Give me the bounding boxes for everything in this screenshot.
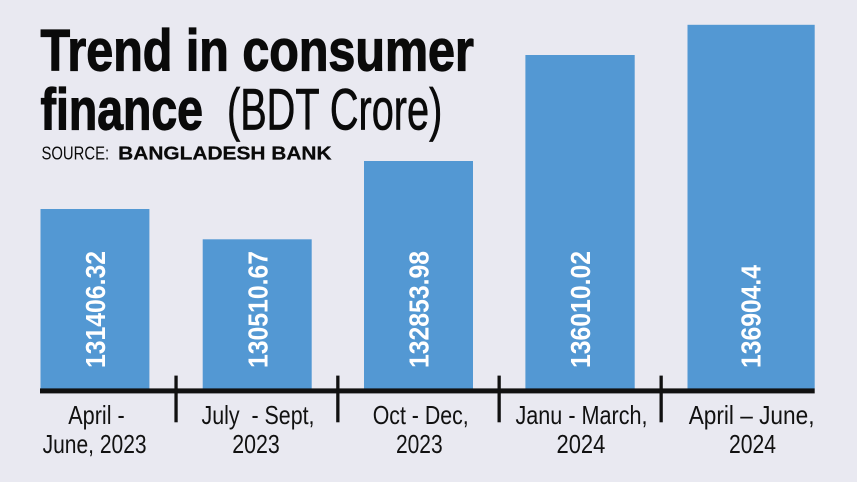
svg-text:(BDT Crore): (BDT Crore) (227, 78, 442, 143)
svg-text:Trend in consumer: Trend in consumer (41, 18, 474, 83)
svg-text:June, 2023: June, 2023 (43, 429, 147, 459)
svg-text:132853.98: 132853.98 (404, 251, 435, 368)
svg-text:2023: 2023 (396, 429, 443, 459)
svg-text:April -: April - (68, 400, 125, 430)
svg-text:BANGLADESH BANK: BANGLADESH BANK (118, 143, 332, 164)
svg-text:finance: finance (41, 78, 204, 143)
svg-text:Oct - Dec,: Oct - Dec, (373, 400, 469, 430)
svg-text:130510.67: 130510.67 (242, 251, 273, 368)
svg-text:136904.4: 136904.4 (736, 265, 767, 368)
svg-text:2024: 2024 (729, 429, 776, 459)
svg-text:Janu - March,: Janu - March, (516, 400, 648, 430)
svg-text:136010.02: 136010.02 (565, 251, 596, 368)
svg-text:131406.32: 131406.32 (80, 251, 111, 368)
svg-text:SOURCE:: SOURCE: (42, 143, 110, 164)
svg-text:April – June,: April – June, (689, 400, 815, 430)
svg-text:2023: 2023 (232, 429, 280, 459)
svg-text:2024: 2024 (557, 429, 606, 459)
svg-text:July - Sept,: July - Sept, (202, 400, 315, 430)
